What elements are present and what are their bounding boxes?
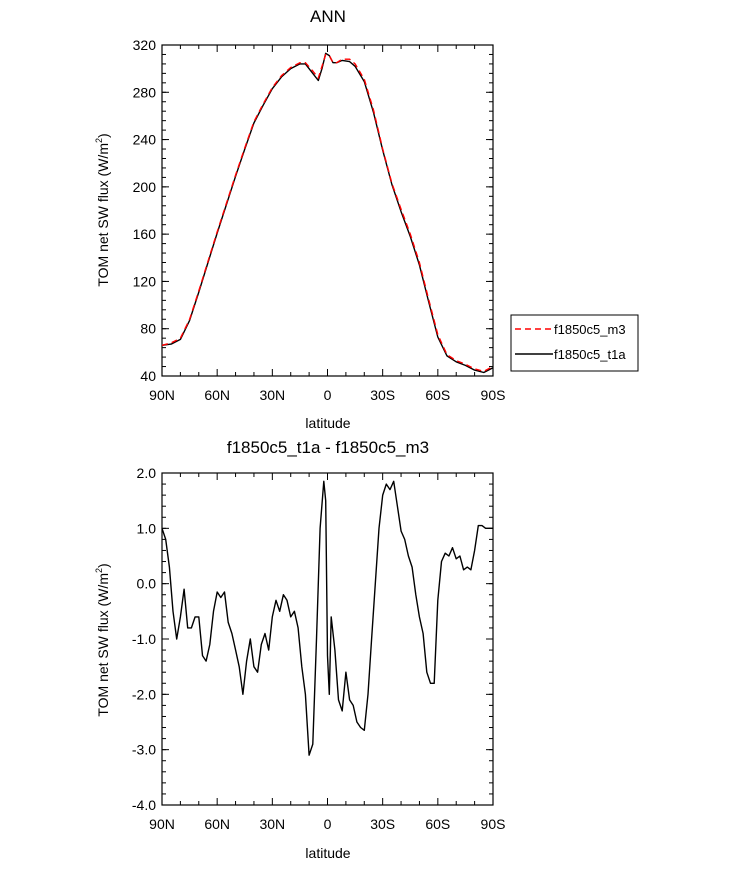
top-ylabel-main: TOM net SW flux (W/m (95, 143, 111, 287)
top-ylabel: TOM net SW flux (W/m2) (94, 133, 111, 286)
bottom-ytick-label: 0.0 (137, 576, 157, 592)
bottom-xtick-label: 30S (370, 816, 395, 832)
bottom-xtick-label: 90S (481, 816, 506, 832)
bottom-xtick-label: 0 (324, 816, 332, 832)
bottom-ylabel-close: ) (95, 563, 111, 568)
bottom-ytick-label: 2.0 (137, 465, 157, 481)
bottom-ytick-label: -3.0 (132, 742, 156, 758)
top-ytick-label: 120 (133, 273, 157, 289)
top-ylabel-sup: 2 (94, 138, 104, 143)
bottom-ytick-label: 1.0 (137, 520, 157, 536)
bottom-ytick-label: -4.0 (132, 797, 156, 813)
bottom-xtick-label: 60S (425, 816, 450, 832)
top-ytick-label: 40 (140, 368, 156, 384)
top-xtick-label: 0 (324, 387, 332, 403)
legend-label-m3: f1850c5_m3 (554, 322, 626, 337)
top-ytick-label: 240 (133, 132, 157, 148)
bottom-xlabel: latitude (305, 845, 350, 861)
top-ytick-label: 160 (133, 226, 157, 242)
top-series-f1850c5_m3 (161, 53, 494, 372)
top-ytick-label: 80 (140, 321, 156, 337)
top-ytick-label: 320 (133, 37, 157, 53)
legend-box (510, 314, 639, 372)
bottom-xtick-label: 60N (204, 816, 230, 832)
top-panel: ANN 90N 60N 30N 0 30S 60S 90S 40 80 120 160 200 240 2… (94, 7, 505, 431)
top-xtick-label: 30N (259, 387, 285, 403)
top-plot-frame (161, 44, 494, 377)
top-ytick-label: 280 (133, 84, 157, 100)
top-title: ANN (310, 7, 346, 26)
top-xtick-label: 60S (425, 387, 450, 403)
bottom-ylabel-main: TOM net SW flux (W/m (95, 573, 111, 717)
top-xlabel: latitude (305, 415, 350, 431)
bottom-series-f1850c5_t1a - f1850c5_m3 (161, 480, 493, 756)
legend: f1850c5_m3 f1850c5_t1a (510, 314, 639, 372)
top-series-f1850c5_t1a (161, 52, 494, 374)
bottom-panel: f1850c5_t1a - f1850c5_m3 90N 60N 30N 0 30S 60… (94, 438, 505, 861)
bottom-xtick-label: 30N (259, 816, 285, 832)
bottom-ylabel: TOM net SW flux (W/m2) (94, 563, 111, 716)
bottom-title: f1850c5_t1a - f1850c5_m3 (227, 438, 429, 457)
top-xtick-label: 90S (481, 387, 506, 403)
bottom-ylabel-sup: 2 (94, 568, 104, 573)
bottom-ytick-label: -2.0 (132, 686, 156, 702)
bottom-ytick-label: -1.0 (132, 631, 156, 647)
top-ytick-label: 200 (133, 179, 157, 195)
top-xtick-label: 60N (204, 387, 230, 403)
top-xtick-label: 30S (370, 387, 395, 403)
top-ylabel-close: ) (95, 133, 111, 138)
top-xtick-label: 90N (149, 387, 175, 403)
bottom-xtick-label: 90N (149, 816, 175, 832)
legend-label-t1a: f1850c5_t1a (554, 347, 626, 362)
